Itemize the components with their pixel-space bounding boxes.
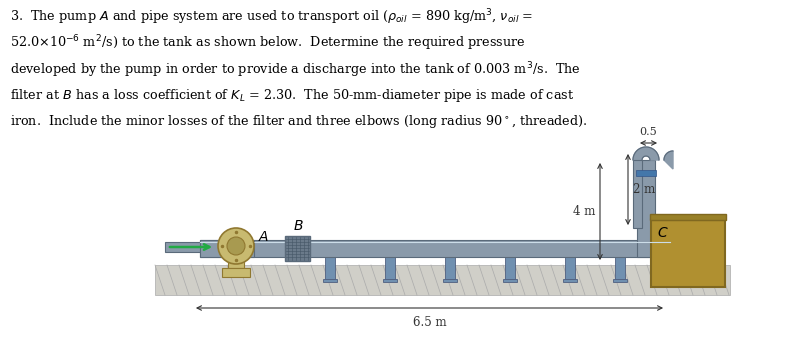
Bar [505,257,515,279]
Text: 2 m: 2 m [633,183,655,196]
Bar [285,236,310,261]
Bar [385,257,395,279]
Text: 4 m: 4 m [573,205,595,218]
Bar [155,265,730,295]
Bar [637,160,655,257]
Text: 3.  The pump $\mathit{A}$ and pipe system are used to transport oil ($\rho_{oil}: 3. The pump $\mathit{A}$ and pipe system… [10,7,533,27]
Bar [655,240,673,257]
Bar [503,279,517,282]
Bar [325,257,335,279]
Bar [200,240,670,257]
Text: $\mathit{B}$: $\mathit{B}$ [293,219,303,233]
Bar [165,242,218,252]
Text: iron.  Include the minor losses of the filter and three elbows (long radius 90$^: iron. Include the minor losses of the fi… [10,113,587,131]
Circle shape [218,228,254,264]
Bar [228,257,244,268]
Bar [633,160,642,228]
Bar [323,279,337,282]
Bar [443,279,457,282]
Bar [636,170,656,176]
Bar [651,220,725,287]
Text: $\mathit{A}$: $\mathit{A}$ [258,230,269,244]
Bar [615,257,625,279]
Bar [650,214,726,220]
Text: 6.5 m: 6.5 m [413,316,447,329]
Text: 0.5: 0.5 [640,127,658,137]
Bar [200,240,254,257]
Text: $\mathit{C}$: $\mathit{C}$ [657,226,669,240]
Polygon shape [664,151,673,169]
Bar [565,257,575,279]
Polygon shape [633,147,659,160]
Text: 52.0$\times$10$^{-6}$ m$^2$/s) to the tank as shown below.  Determine the requir: 52.0$\times$10$^{-6}$ m$^2$/s) to the ta… [10,34,525,53]
Text: developed by the pump in order to provide a discharge into the tank of 0.003 m$^: developed by the pump in order to provid… [10,60,581,80]
Bar [383,279,397,282]
Text: filter at $\mathit{B}$ has a loss coefficient of $K_L$ = 2.30.  The 50-mm-diamet: filter at $\mathit{B}$ has a loss coeffi… [10,87,574,104]
Bar [222,268,250,277]
Bar [613,279,627,282]
Circle shape [227,237,245,255]
Bar [445,257,455,279]
Bar [563,279,577,282]
